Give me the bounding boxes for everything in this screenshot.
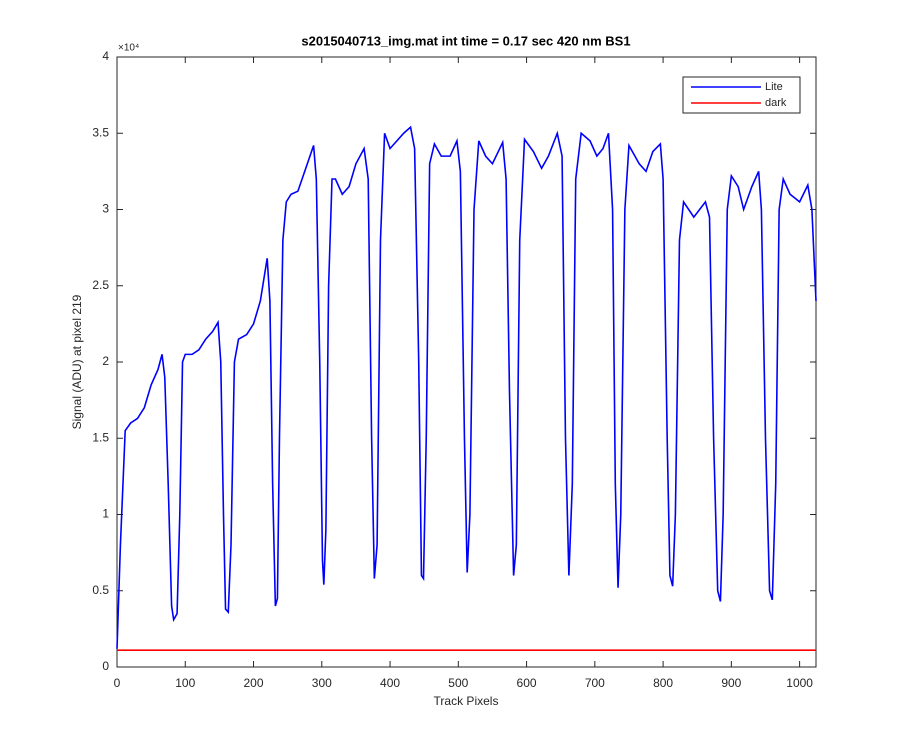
y-tick-label: 3.5 xyxy=(92,125,109,139)
y-exponent: ×10⁴ xyxy=(118,43,139,54)
y-tick-label: 3 xyxy=(102,202,109,216)
x-axis-label: Track Pixels xyxy=(434,694,499,708)
legend-box xyxy=(682,76,801,114)
x-tick-label: 200 xyxy=(244,676,264,690)
x-tick-label: 500 xyxy=(448,676,468,690)
legend-label: dark xyxy=(765,97,787,109)
x-tick-label: 300 xyxy=(312,676,332,690)
x-tick-label: 700 xyxy=(585,676,605,690)
x-tick-label: 0 xyxy=(114,676,121,690)
y-tick-label: 2 xyxy=(102,354,109,368)
y-tick-label: 0.5 xyxy=(92,583,109,597)
x-tick-label: 400 xyxy=(380,676,400,690)
x-tick-label: 100 xyxy=(175,676,195,690)
y-tick-label: 4 xyxy=(102,49,109,63)
y-tick-label: 1.5 xyxy=(92,430,109,444)
x-tick-label: 800 xyxy=(653,676,673,690)
y-tick-label: 1 xyxy=(102,507,109,521)
data-line xyxy=(116,125,817,649)
plot-area xyxy=(116,56,817,668)
y-tick-label: 2.5 xyxy=(92,278,109,292)
x-tick-label: 1000 xyxy=(786,676,813,690)
x-tick-label: 900 xyxy=(721,676,741,690)
x-tick-label: 600 xyxy=(517,676,537,690)
y-tick-label: 0 xyxy=(102,659,109,673)
chart-title: s2015040713_img.mat int time = 0.17 sec … xyxy=(301,33,630,48)
y-axis-label: Signal (ADU) at pixel 219 xyxy=(70,294,84,429)
legend-label: Lite xyxy=(765,81,783,93)
